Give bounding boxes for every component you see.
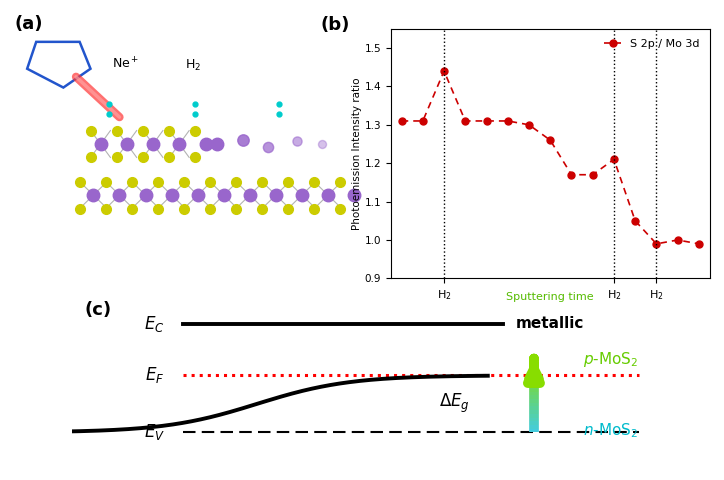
S 2p / Mo 3d bbox=[525, 122, 534, 128]
Text: $E_C$: $E_C$ bbox=[144, 313, 165, 334]
S 2p / Mo 3d bbox=[567, 172, 576, 178]
S 2p / Mo 3d bbox=[461, 118, 470, 124]
Text: H$_2$: H$_2$ bbox=[185, 58, 201, 73]
S 2p / Mo 3d bbox=[694, 241, 703, 247]
Text: $E_V$: $E_V$ bbox=[143, 422, 165, 443]
Text: (b): (b) bbox=[321, 16, 350, 35]
Legend: S 2p / Mo 3d: S 2p / Mo 3d bbox=[600, 35, 704, 53]
S 2p / Mo 3d bbox=[418, 118, 427, 124]
Text: (c): (c) bbox=[85, 301, 111, 319]
Text: Sputtering time: Sputtering time bbox=[506, 292, 594, 302]
Text: Ne$^+$: Ne$^+$ bbox=[112, 57, 140, 72]
S 2p / Mo 3d bbox=[439, 68, 448, 74]
S 2p / Mo 3d bbox=[546, 137, 555, 143]
S 2p / Mo 3d bbox=[397, 118, 406, 124]
Text: $n$-MoS$_2$: $n$-MoS$_2$ bbox=[584, 421, 639, 440]
S 2p / Mo 3d bbox=[610, 156, 618, 162]
Y-axis label: Photoemission Intensity ratio: Photoemission Intensity ratio bbox=[352, 77, 362, 230]
Text: metallic: metallic bbox=[515, 316, 584, 331]
Text: (a): (a) bbox=[14, 15, 43, 33]
S 2p / Mo 3d bbox=[652, 241, 661, 247]
S 2p / Mo 3d bbox=[631, 218, 639, 224]
S 2p / Mo 3d bbox=[589, 172, 597, 178]
Text: $E_F$: $E_F$ bbox=[146, 365, 165, 385]
Text: $\Delta E_g$: $\Delta E_g$ bbox=[439, 392, 469, 416]
Line: S 2p / Mo 3d: S 2p / Mo 3d bbox=[398, 68, 702, 247]
S 2p / Mo 3d bbox=[673, 237, 682, 243]
Text: $p$-MoS$_2$: $p$-MoS$_2$ bbox=[584, 350, 639, 369]
S 2p / Mo 3d bbox=[503, 118, 512, 124]
S 2p / Mo 3d bbox=[482, 118, 491, 124]
